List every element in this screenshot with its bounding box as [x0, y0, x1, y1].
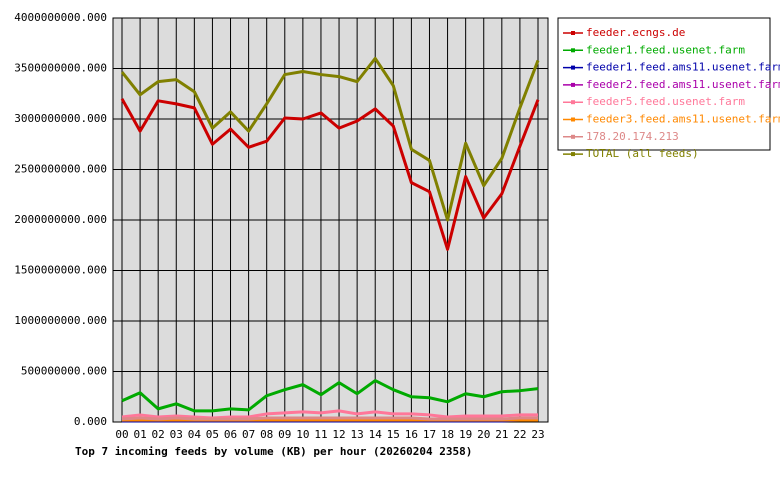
legend-marker [571, 152, 575, 157]
y-tick-label: 0.000 [74, 415, 107, 428]
legend-label: feeder3.feed.ams11.usenet.farm [586, 113, 780, 126]
x-tick-label: 17 [423, 428, 436, 441]
y-tick-label: 3000000000.000 [14, 112, 107, 125]
x-tick-label: 00 [115, 428, 128, 441]
y-tick-label: 500000000.000 [21, 365, 107, 378]
x-tick-label: 11 [314, 428, 327, 441]
legend-marker [571, 65, 575, 70]
y-tick-label: 1000000000.000 [14, 314, 107, 327]
chart-title: Top 7 incoming feeds by volume (KB) per … [75, 445, 472, 458]
x-tick-label: 08 [260, 428, 273, 441]
x-tick-label: 19 [459, 428, 472, 441]
x-tick-label: 14 [369, 428, 383, 441]
x-tick-label: 21 [495, 428, 508, 441]
x-tick-label: 13 [351, 428, 364, 441]
series-line [121, 379, 539, 413]
legend-marker [571, 117, 575, 122]
legend-label: feeder5.feed.usenet.farm [586, 95, 745, 108]
x-tick-label: 04 [188, 428, 202, 441]
series-line [121, 416, 538, 421]
y-tick-label: 1500000000.000 [14, 264, 107, 277]
series-line [120, 56, 540, 222]
legend-label: feeder2.feed.ams11.usenet.farm [586, 78, 780, 91]
legend-marker [571, 31, 575, 35]
legend-label: feeder1.feed.ams11.usenet.farm [586, 61, 780, 74]
x-tick-label: 01 [133, 428, 146, 441]
x-tick-label: 15 [387, 428, 400, 441]
legend-label: feeder1.feed.usenet.farm [586, 43, 745, 56]
x-tick-label: 12 [332, 428, 345, 441]
legend-box [557, 17, 771, 151]
y-tick-label: 4000000000.000 [14, 11, 107, 24]
x-tick-label: 20 [477, 428, 490, 441]
series-line [121, 409, 538, 420]
legend-label: 178.20.174.213 [586, 130, 679, 143]
legend-marker [571, 82, 575, 87]
legend-label: TOTAL (all feeds) [586, 147, 699, 160]
x-tick-label: 02 [152, 428, 165, 441]
x-tick-label: 09 [278, 428, 291, 441]
legend-marker [571, 100, 575, 105]
y-tick-label: 2000000000.000 [14, 213, 107, 226]
x-tick-label: 23 [531, 428, 544, 441]
legend-marker [571, 134, 575, 139]
y-tick-label: 3500000000.000 [14, 62, 107, 75]
x-tick-label: 05 [206, 428, 219, 441]
legend-marker [571, 48, 575, 53]
y-tick-label: 2500000000.000 [14, 163, 107, 176]
x-tick-label: 03 [170, 428, 183, 441]
x-tick-label: 10 [296, 428, 309, 441]
x-tick-label: 06 [224, 428, 237, 441]
x-tick-label: 22 [513, 428, 526, 441]
series-line [120, 98, 540, 251]
x-tick-label: 18 [441, 428, 454, 441]
x-tick-label: 07 [242, 428, 255, 441]
x-tick-label: 16 [405, 428, 418, 441]
legend-label: feeder.ecngs.de [586, 26, 685, 39]
